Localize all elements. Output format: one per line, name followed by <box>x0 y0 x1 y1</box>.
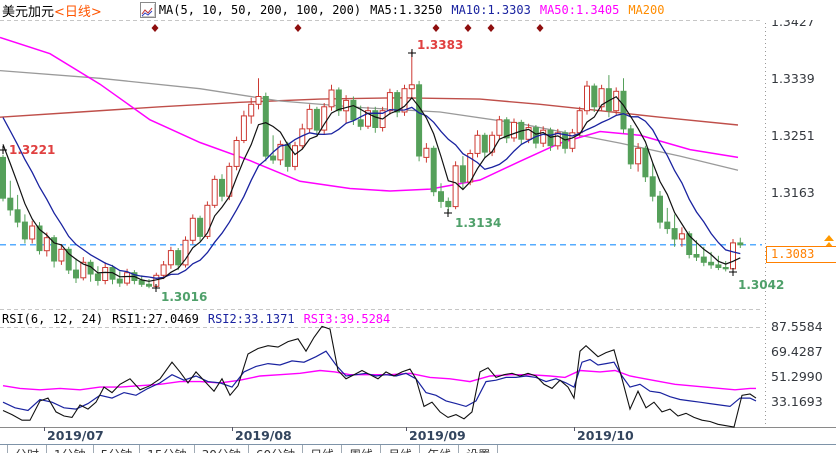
ma50-line <box>0 36 739 192</box>
chart-type-icon <box>139 2 156 18</box>
bottom-tab-2[interactable]: 1分钟 <box>47 445 94 453</box>
chart-header: 美元加元 <日线> MA(5, 10, 50, 200, 100, 200) M… <box>0 0 836 20</box>
rsi-axis-label: 51.2990 <box>771 369 823 384</box>
ma5-value: MA5:1.3250 <box>370 3 443 17</box>
rsi3-line <box>2 369 756 391</box>
bottom-tab-3[interactable]: 5分钟 <box>94 445 141 453</box>
price-annotation: 1.3042 <box>738 278 784 292</box>
ma200-label: MA200 <box>628 3 665 17</box>
current-price-flag: 1.3083 <box>766 246 836 263</box>
bottom-tab-4[interactable]: 15分钟 <box>140 445 195 453</box>
date-axis-label: 2019/09 <box>409 428 466 443</box>
bottom-tab-6[interactable]: 60分钟 <box>249 445 304 453</box>
price-axis-label: 1.3251 <box>771 128 815 143</box>
price-annotation: 1.3221 <box>9 143 55 157</box>
ma5-line <box>2 95 741 282</box>
bottom-tab-9[interactable]: 月线 <box>381 445 421 453</box>
event-diamond-marker <box>487 24 495 32</box>
bottom-tab-11[interactable]: 设置 <box>459 445 499 453</box>
period-label: <日线> <box>54 4 102 20</box>
candlestick-series <box>0 50 744 289</box>
symbol-title: 美元加元 <box>2 4 55 20</box>
event-diamond-marker <box>294 24 302 32</box>
rsi-axis-label: 69.4287 <box>771 344 823 359</box>
ma100-line <box>0 69 739 171</box>
bottom-tab-10[interactable]: 年线 <box>420 445 460 453</box>
ma-settings-label: MA(5, 10, 50, 200, 100, 200) <box>158 3 362 17</box>
rsi-axis-label: 33.1693 <box>771 394 823 409</box>
event-diamond-marker <box>151 24 159 32</box>
bottom-tab-8[interactable]: 周线 <box>342 445 382 453</box>
bottom-tab-7[interactable]: 日线 <box>303 445 343 453</box>
rsi1-line <box>2 325 757 428</box>
rsi-axis-label: 87.5584 <box>771 319 823 334</box>
event-diamond-marker <box>432 24 440 32</box>
price-axis-label: 1.3339 <box>771 71 815 86</box>
price-annotation: 1.3383 <box>417 38 463 52</box>
bottom-bar-stub <box>0 445 8 453</box>
price-annotation: 1.3134 <box>455 216 501 230</box>
price-axis-label: 1.3163 <box>771 185 815 200</box>
ma10-line <box>2 106 741 279</box>
price-flag-arrow-icon <box>824 235 834 248</box>
ma50-value: MA50:1.3405 <box>539 3 620 17</box>
event-diamond-marker <box>464 24 472 32</box>
bottom-tab-5[interactable]: 30分钟 <box>195 445 249 453</box>
ma10-value: MA10:1.3303 <box>451 3 531 17</box>
date-axis-label: 2019/10 <box>577 428 634 443</box>
price-annotation: 1.3016 <box>161 290 207 304</box>
date-axis-label: 2019/08 <box>235 428 292 443</box>
bottom-tab-1[interactable]: 分时 <box>8 445 48 453</box>
bottom-bar: 分时1分钟5分钟15分钟30分钟60分钟日线周线月线年线设置 <box>0 444 836 453</box>
date-axis-label: 2019/07 <box>47 428 104 443</box>
event-diamond-marker <box>536 24 544 32</box>
